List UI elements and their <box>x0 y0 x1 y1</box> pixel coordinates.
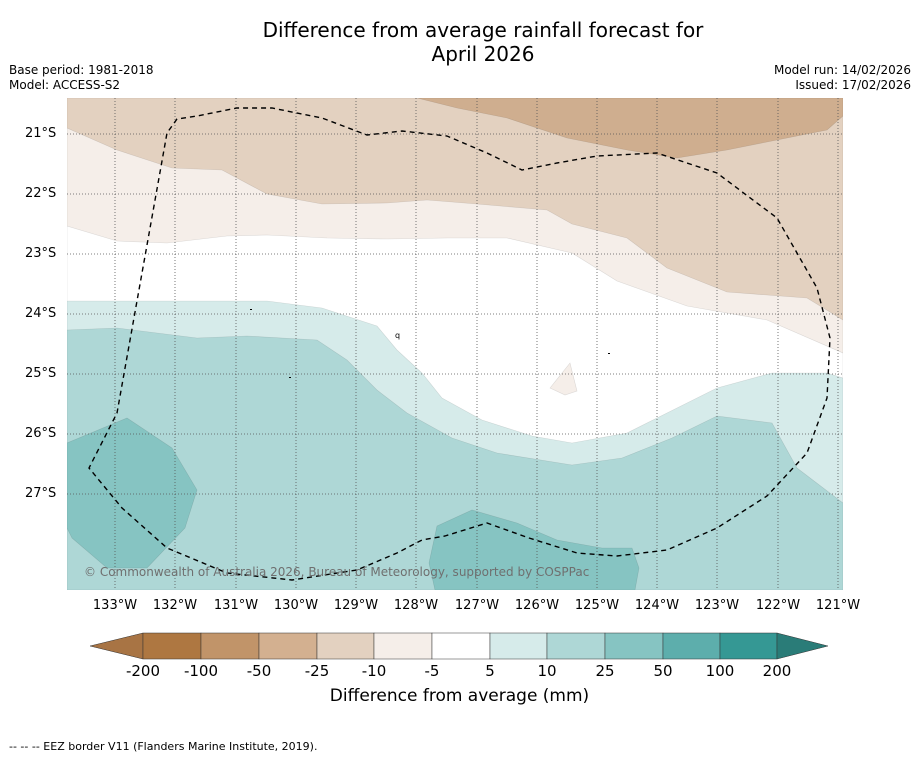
lon-label-126: 126°W <box>514 598 560 613</box>
island-label: q <box>395 331 400 340</box>
graticule <box>67 98 843 590</box>
lon-label-127: 127°W <box>454 598 500 613</box>
island-marker-2 <box>289 377 291 378</box>
title-line-2: April 2026 <box>431 42 535 66</box>
colorbar-label: 100 <box>705 662 735 680</box>
meta-left: Base period: 1981-2018 Model: ACCESS-S2 <box>9 63 154 93</box>
lat-label-26: 26°S <box>25 426 57 441</box>
lon-label-123: 123°W <box>694 598 740 613</box>
zone-dry-strong <box>416 98 843 159</box>
lon-label-133: 133°W <box>92 598 138 613</box>
zone-wet-strong-south <box>428 509 640 590</box>
lon-label-125: 125°W <box>574 598 620 613</box>
colorbar-label: 5 <box>485 662 495 680</box>
model-name: Model: ACCESS-S2 <box>9 78 121 92</box>
rainfall-map: q <box>67 98 843 590</box>
colorbar-arrow-left <box>90 632 144 660</box>
colorbar-segment <box>200 632 260 660</box>
colorbar-segment <box>431 632 491 660</box>
lat-label-27: 27°S <box>25 486 57 501</box>
lon-label-121: 121°W <box>815 598 861 613</box>
eez-footnote: -- -- -- EEZ border V11 (Flanders Marine… <box>9 740 318 753</box>
lon-label-128: 128°W <box>393 598 439 613</box>
zone-dry-island <box>549 362 578 396</box>
colorbar-label: -5 <box>424 662 440 680</box>
lon-label-122: 122°W <box>755 598 801 613</box>
colorbar-label: -50 <box>246 662 272 680</box>
meta-right: Model run: 14/02/2026 Issued: 17/02/2026 <box>774 63 911 93</box>
copyright-notice: © Commonwealth of Australia 2026, Bureau… <box>84 565 590 579</box>
colorbar-label: -10 <box>361 662 387 680</box>
colorbar <box>90 632 829 660</box>
lat-label-21: 21°S <box>25 126 57 141</box>
issued-date: Issued: 17/02/2026 <box>795 78 911 92</box>
colorbar-segment <box>719 632 778 660</box>
colorbar-segment <box>546 632 606 660</box>
zone-wet-strong-west <box>67 417 198 569</box>
base-period: Base period: 1981-2018 <box>9 63 154 77</box>
lon-label-132: 132°W <box>152 598 198 613</box>
eez-border <box>88 107 831 581</box>
colorbar-segment <box>142 632 202 660</box>
island-markers <box>250 309 610 378</box>
lon-label-124: 124°W <box>634 598 680 613</box>
lat-label-22: 22°S <box>25 186 57 201</box>
colorbar-segment <box>489 632 548 660</box>
colorbar-segment <box>373 632 433 660</box>
model-run: Model run: 14/02/2026 <box>773 63 911 77</box>
colorbar-label: -200 <box>125 662 161 680</box>
lon-label-129: 129°W <box>333 598 379 613</box>
colorbar-label: 25 <box>595 662 615 680</box>
colorbar-arrow-right <box>776 632 829 660</box>
lat-label-23: 23°S <box>25 246 57 261</box>
colorbar-label: -100 <box>183 662 219 680</box>
island-marker-1 <box>250 309 252 310</box>
lat-label-25: 25°S <box>25 366 57 381</box>
lat-label-24: 24°S <box>25 306 57 321</box>
colorbar-segment <box>258 632 318 660</box>
lon-label-130: 130°W <box>273 598 319 613</box>
colorbar-segment <box>604 632 664 660</box>
title-line-1: Difference from average rainfall forecas… <box>262 18 704 42</box>
zone-wet-moderate <box>67 327 843 590</box>
map-title: Difference from average rainfall forecas… <box>0 18 919 66</box>
colorbar-segment <box>662 632 721 660</box>
map-canvas: q <box>67 98 843 590</box>
colorbar-label: 10 <box>537 662 557 680</box>
colorbar-label: 200 <box>762 662 792 680</box>
colorbar-segment <box>316 632 375 660</box>
colorbar-label: -25 <box>304 662 330 680</box>
colorbar-title: Difference from average (mm) <box>329 686 590 706</box>
island-marker-3 <box>608 353 610 354</box>
colorbar-label: 50 <box>653 662 673 680</box>
lon-label-131: 131°W <box>213 598 259 613</box>
